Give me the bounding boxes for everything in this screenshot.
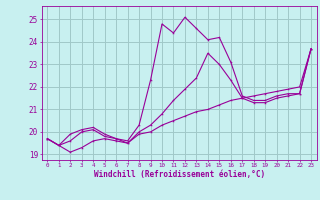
X-axis label: Windchill (Refroidissement éolien,°C): Windchill (Refroidissement éolien,°C) [94,170,265,179]
